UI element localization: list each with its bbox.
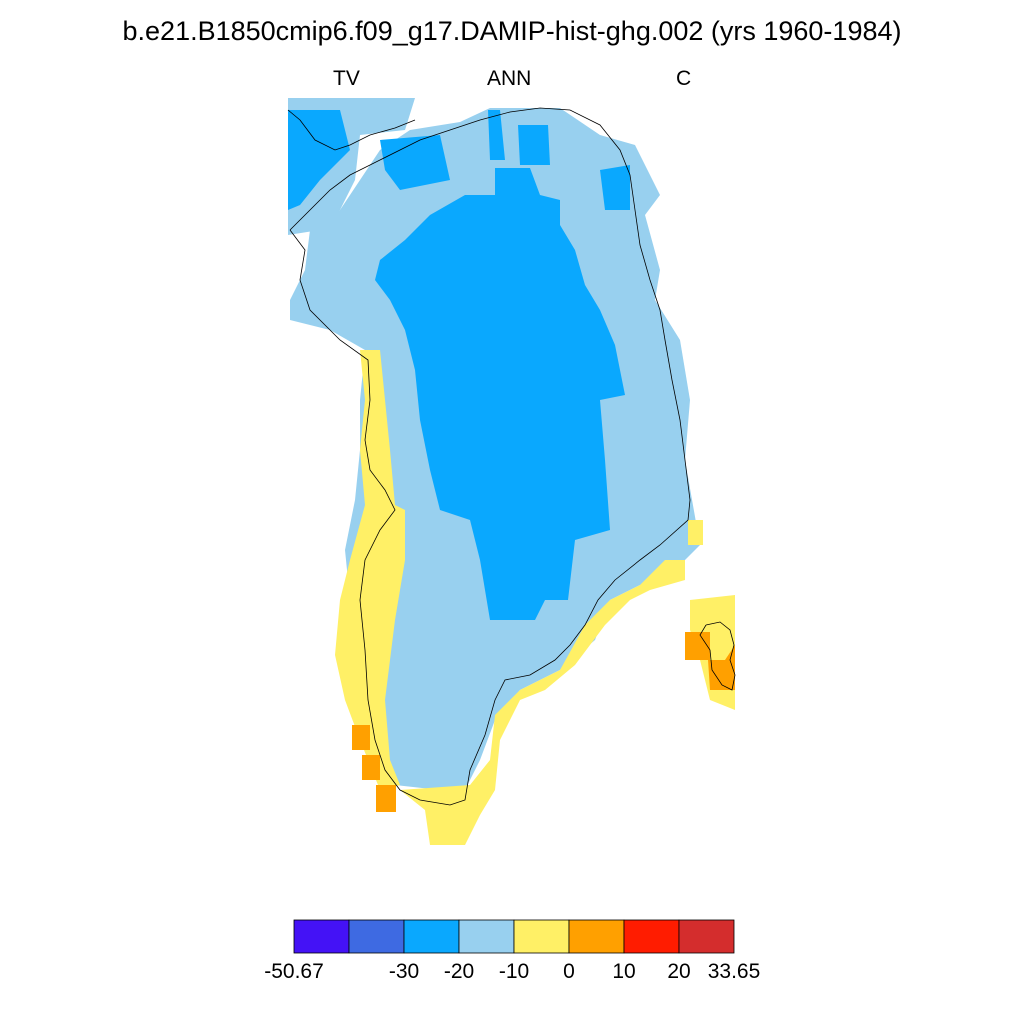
nw-inner-strip: [380, 135, 450, 190]
variable-label: TV: [333, 67, 360, 90]
sw-hot-cell-2: [362, 755, 380, 780]
colorbar-tick-label: 10: [612, 960, 636, 983]
colorbar-swatch: [348, 919, 405, 954]
south-warm-strip: [400, 560, 685, 845]
colorbar: [293, 919, 735, 954]
west-warm-strip: [335, 350, 405, 790]
colorbar-swatch: [513, 919, 570, 954]
colorbar-tick-label: 20: [667, 960, 691, 983]
colorbar-swatch: [678, 919, 735, 954]
colorbar-tick-label: 0: [563, 960, 575, 983]
sw-hot-cell-1: [352, 725, 370, 750]
colorbar-swatch: [458, 919, 515, 954]
colorbar-swatch: [568, 919, 625, 954]
se-warm-strip: [688, 520, 703, 545]
colorbar-swatch: [623, 919, 680, 954]
colorbar-swatch: [293, 919, 350, 954]
inner-core-region: [375, 168, 625, 620]
plot-title: b.e21.B1850cmip6.f09_g17.DAMIP-hist-ghg.…: [122, 16, 902, 46]
nw-coast: [287, 109, 416, 151]
colorbar-tick-label: 33.65: [707, 960, 761, 983]
north-inner-strip-2: [518, 125, 550, 165]
coastline: [289, 107, 691, 806]
colorbar-tick-label: -10: [498, 960, 530, 983]
colorbar-swatch: [403, 919, 460, 954]
east-island-hot: [685, 632, 735, 690]
colorbar-tick-label: -20: [443, 960, 475, 983]
east-island-coast: [699, 621, 736, 691]
ne-inner-strip: [600, 165, 630, 210]
sw-hot-cell-3: [376, 785, 396, 812]
colorbar-tick-label: -50.67: [264, 960, 324, 983]
north-inner-strip: [488, 110, 505, 160]
nw-inner-region: [288, 110, 350, 210]
colorbar-tick-label: -30: [388, 960, 420, 983]
season-label: ANN: [487, 67, 532, 90]
units-label: C: [676, 67, 692, 90]
